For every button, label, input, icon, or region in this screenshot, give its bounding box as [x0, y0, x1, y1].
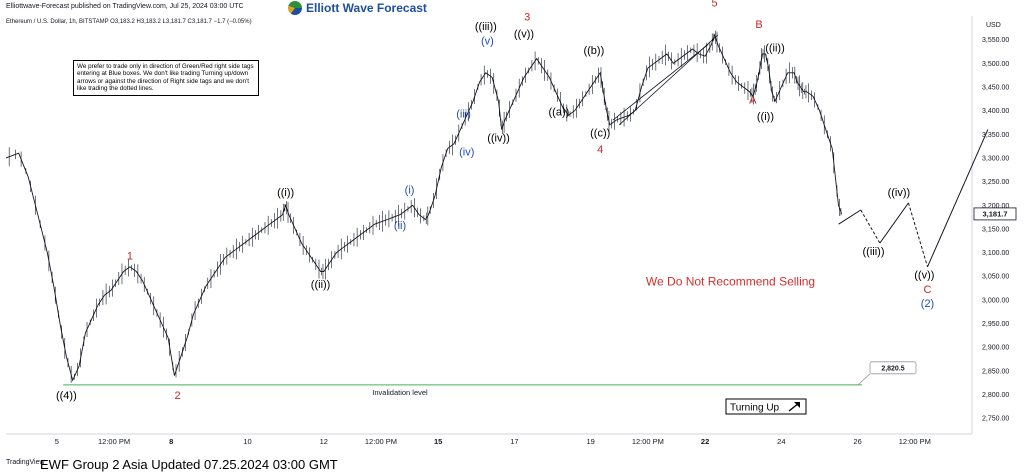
y-tick-label: 2,950.00 — [982, 321, 1009, 328]
turning-up-box: Turning Up — [725, 398, 807, 415]
wave-label: (2) — [921, 298, 934, 310]
x-tick-label: 24 — [777, 437, 785, 446]
price-line — [5, 33, 843, 382]
y-tick-label: 2,900.00 — [982, 345, 1009, 352]
price-scale-bg — [972, 0, 1024, 452]
y-tick-label: 3,500.00 — [982, 61, 1009, 68]
y-tick-label: 2,850.00 — [982, 368, 1009, 375]
x-tick-label: 12:00 PM — [632, 437, 664, 446]
x-tick-label: 12 — [320, 437, 328, 446]
wave-labels: ((4)) 1 2 ((i)) ((ii)) (i) (ii) (iii) (iv) ((iii)… — [56, 0, 934, 402]
price-chart[interactable]: USD 2,750.00 2,800.00 2,850.00 2,900.00 2,950… — [0, 0, 1024, 452]
wave-label: ((iii)) — [863, 246, 885, 258]
invalidation-price-box — [869, 361, 917, 375]
currency-label: USD — [986, 22, 1001, 29]
wave-label: ((a)) — [549, 106, 570, 118]
x-tick-label: 12:00 PM — [899, 437, 931, 446]
wave-label: (ii) — [394, 220, 406, 232]
footer-title: EWF Group 2 Asia Updated 07.25.2024 03:0… — [40, 457, 338, 472]
annotation-text: We Do Not Recommend Selling — [646, 275, 815, 289]
y-tick-label: 3,100.00 — [982, 250, 1009, 257]
published-line: Elliottwave-Forecast published on Tradin… — [6, 3, 244, 10]
wave-label: (iv) — [459, 147, 474, 159]
x-tick-label: 12:00 PM — [365, 437, 397, 446]
wave-label: 5 — [712, 0, 718, 10]
projection-dotted-line — [860, 209, 881, 244]
wave-label: ((c)) — [590, 128, 610, 140]
x-tick-label: 17 — [510, 437, 518, 446]
wave-label: ((iii)) — [475, 21, 497, 33]
arrow-head — [794, 402, 800, 408]
wave-label: ((iv)) — [487, 132, 510, 144]
y-tick-label: 3,350.00 — [982, 132, 1009, 139]
last-price-label: 3,181.7 — [982, 209, 1007, 218]
x-tick-label: 26 — [853, 437, 861, 446]
turning-up-label: Turning Up — [730, 403, 780, 414]
wave-label: A — [749, 95, 757, 107]
price-series — [5, 30, 843, 383]
channel-line — [619, 34, 719, 126]
footer: TradingView EWF Group 2 Asia Updated 07.… — [0, 452, 1024, 474]
grid — [6, 0, 1024, 452]
x-tick-label: 22 — [701, 437, 709, 446]
y-tick-label: 2,750.00 — [982, 416, 1009, 423]
y-tick-label: 3,450.00 — [982, 84, 1009, 91]
symbol-info: Ethereum / U.S. Dollar, 1h, BITSTAMP O3,… — [6, 19, 252, 25]
y-tick-label: 3,000.00 — [982, 297, 1009, 304]
wave-label: 3 — [524, 12, 530, 24]
y-tick-label: 3,300.00 — [982, 155, 1009, 162]
wave-label: ((iv)) — [888, 187, 911, 199]
x-axis: 5 12:00 PM 8 10 12 12:00 PM 15 17 19 12:00 PM 22 24… — [55, 437, 931, 446]
y-tick-label: 2,800.00 — [982, 392, 1009, 399]
trading-note: We prefer to trade only in direction of … — [73, 60, 259, 96]
wave-label: 2 — [175, 390, 181, 402]
y-tick-label: 3,250.00 — [982, 179, 1009, 186]
wave-label: ((v)) — [914, 270, 934, 282]
wave-label: 4 — [597, 144, 603, 156]
channel-line — [612, 44, 709, 121]
x-tick-label: 5 — [55, 437, 59, 446]
last-price-tag — [973, 207, 1017, 221]
x-tick-label: 10 — [243, 437, 251, 446]
invalidation-label: Invalidation level — [372, 388, 428, 397]
y-tick-label: 3,150.00 — [982, 226, 1009, 233]
brand-logo[interactable]: Elliott Wave Forecast — [288, 0, 427, 16]
wave-label: 1 — [127, 251, 133, 263]
wave-label: (v) — [481, 35, 494, 47]
projection-line — [838, 209, 862, 225]
wave-label: ((4)) — [56, 390, 77, 402]
wave-label: (i) — [405, 184, 415, 196]
arrow-up-right-icon — [788, 402, 800, 412]
y-tick-label: 3,400.00 — [982, 108, 1009, 115]
invalidation-pointer — [857, 373, 871, 386]
projection-line — [879, 202, 909, 244]
y-tick-label: 3,050.00 — [982, 274, 1009, 281]
tradingview-brand: TradingView — [6, 459, 45, 466]
projection-line — [927, 129, 989, 267]
wave-label: (iii) — [456, 109, 471, 121]
wave-label: ((ii)) — [765, 42, 785, 54]
turning-up-frame — [725, 398, 807, 415]
wave-label: ((ii)) — [311, 279, 331, 291]
invalidation-price: 2,820.5 — [881, 365, 904, 372]
brand-name: Elliott Wave Forecast — [306, 1, 427, 15]
wave-label: ((b)) — [583, 45, 604, 57]
ewf-logo-icon — [288, 1, 302, 15]
y-tick-label: 3,550.00 — [982, 37, 1009, 44]
y-tick-label: 3,200.00 — [982, 203, 1009, 210]
x-tick-label: 12:00 PM — [98, 437, 130, 446]
wave-label: ((i)) — [277, 187, 294, 199]
chart-annotations: Invalidation level 2,820.5 Turning Up — [63, 34, 989, 415]
wave-label: C — [924, 284, 932, 296]
wave-label: B — [755, 19, 762, 31]
wave-label: ((i)) — [757, 111, 774, 123]
projection-dotted-line — [907, 202, 928, 267]
x-tick-label: 19 — [587, 437, 595, 446]
wave-label: ((v)) — [514, 28, 534, 40]
y-axis: USD 2,750.00 2,800.00 2,850.00 2,900.00 2,950… — [973, 22, 1017, 423]
x-tick-label: 8 — [169, 437, 173, 446]
x-tick-label: 15 — [434, 437, 442, 446]
